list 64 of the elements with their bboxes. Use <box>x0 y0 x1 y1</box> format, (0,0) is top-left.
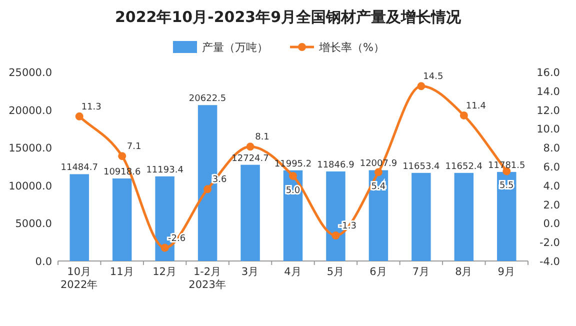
y2-tick-label: 6.0 <box>543 162 560 174</box>
x-tick-label: 7月 <box>412 266 430 278</box>
x-tick-label: 6月 <box>370 266 388 278</box>
x-tick-label: 4月 <box>284 266 302 278</box>
y-tick-label: 25000.0 <box>8 67 52 79</box>
y2-tick-label: 0.0 <box>543 218 560 230</box>
y2-tick-label: 2.0 <box>543 199 560 212</box>
data-label: 11484.7 <box>60 163 98 174</box>
legend-label: 增长率（%） <box>318 41 384 54</box>
x-tick-label: 8月 <box>455 266 473 278</box>
point <box>332 231 340 240</box>
point <box>289 172 297 180</box>
data-label: 11653.4 <box>402 162 440 172</box>
bar <box>454 172 474 261</box>
data-label: 8.1 <box>255 132 270 143</box>
y2-tick-label: 12.0 <box>536 104 560 117</box>
point <box>204 185 212 194</box>
data-label: 5.0 <box>286 186 300 196</box>
x-tick-label: 11月 <box>110 266 134 278</box>
point <box>160 244 169 252</box>
y2-tick-label: 10.0 <box>536 124 560 136</box>
y2-tick-label: 14.0 <box>536 86 560 98</box>
data-label: 11.3 <box>81 102 102 112</box>
data-label: -2.6 <box>168 234 186 244</box>
bar <box>497 172 516 261</box>
x-tick-label: 10月 2022年 <box>60 266 98 291</box>
x-tick-label: 3月 <box>241 266 260 278</box>
y-tick-label: 0.0 <box>35 256 52 268</box>
y2-tick-label: -2.0 <box>540 237 560 250</box>
data-label: 5.5 <box>499 181 514 192</box>
data-label: 11652.4 <box>445 162 483 172</box>
x-tick-label: 12月 <box>152 266 178 278</box>
point <box>75 112 84 120</box>
y-tick-label: 5000.0 <box>15 218 52 230</box>
data-label: 5.4 <box>371 182 386 192</box>
data-label: 11.4 <box>466 101 486 112</box>
data-label: 11193.4 <box>146 165 184 176</box>
chart-title: 2022年10月-2023年9月全国钢材产量及增长情况 <box>114 8 462 26</box>
x-tick-label: 5月 <box>326 266 345 278</box>
bar <box>70 174 89 261</box>
y2-tick-label: 4.0 <box>543 180 560 192</box>
y-tick-label: 20000.0 <box>8 104 52 117</box>
data-label: 20622.5 <box>188 94 226 104</box>
data-label: 11846.9 <box>317 160 355 170</box>
data-label: 12724.7 <box>232 154 269 164</box>
x-tick-label: 9月 <box>498 266 516 278</box>
y2-tick-label: 8.0 <box>543 142 560 155</box>
bar <box>412 172 431 261</box>
point <box>374 168 382 176</box>
point <box>246 142 254 151</box>
bar <box>112 178 132 261</box>
y2-tick-label: 16.0 <box>536 67 560 79</box>
point <box>460 111 468 120</box>
x-tick-label: 1-2月 2023年 <box>188 266 226 291</box>
point <box>118 152 126 160</box>
bar <box>240 164 260 261</box>
y-tick-label: 15000.0 <box>8 142 52 155</box>
point <box>417 82 426 90</box>
y-tick-label: 10000.0 <box>8 180 52 192</box>
data-label: -1.3 <box>338 221 357 232</box>
legend-label: 产量（万吨） <box>202 41 268 54</box>
data-label: 7.1 <box>126 142 142 152</box>
y2-tick-label: -4.0 <box>540 256 560 268</box>
data-label: 14.5 <box>423 72 444 82</box>
